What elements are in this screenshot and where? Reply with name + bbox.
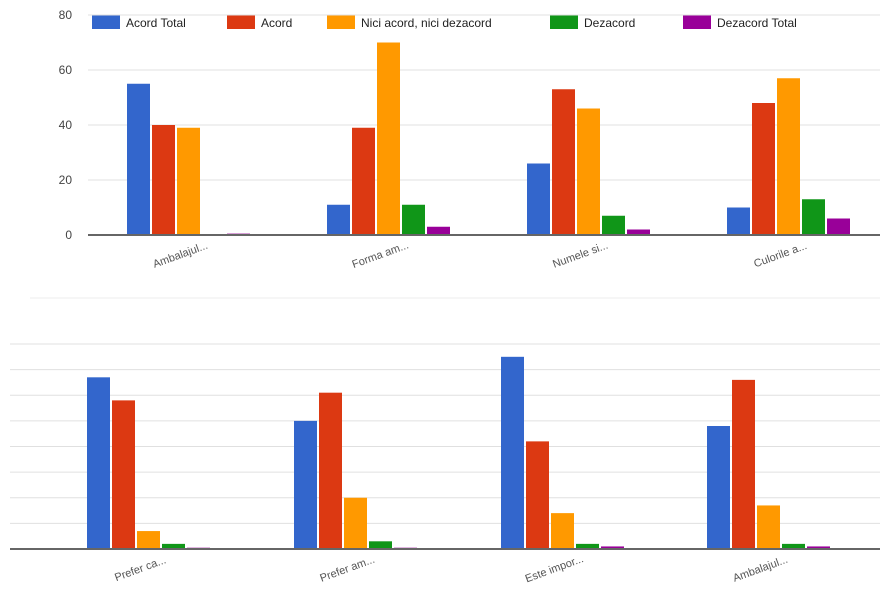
legend-swatch bbox=[327, 15, 355, 29]
legend-swatch bbox=[550, 15, 578, 29]
category-label: Ambalajul... bbox=[731, 554, 789, 585]
y-tick-label: 20 bbox=[59, 173, 73, 187]
bar bbox=[757, 505, 780, 549]
y-tick-label: 40 bbox=[59, 118, 73, 132]
legend-swatch bbox=[227, 15, 255, 29]
category-label: Ambalajul... bbox=[151, 240, 209, 271]
y-tick-label: 80 bbox=[59, 8, 73, 22]
bar bbox=[527, 163, 550, 235]
bar bbox=[294, 420, 317, 549]
bar bbox=[369, 541, 392, 549]
legend-swatch bbox=[92, 15, 120, 29]
category-label: Forma am... bbox=[351, 239, 411, 271]
bar bbox=[601, 546, 624, 549]
bar bbox=[602, 215, 625, 235]
y-tick-label: 60 bbox=[59, 63, 73, 77]
bar bbox=[137, 531, 160, 549]
category-label: Numele si... bbox=[551, 240, 610, 271]
bar bbox=[777, 78, 800, 235]
y-tick-label: 0 bbox=[65, 228, 72, 242]
legend-label: Nici acord, nici dezacord bbox=[361, 16, 492, 30]
bar bbox=[807, 546, 830, 549]
bar bbox=[152, 125, 175, 235]
legend-swatch bbox=[683, 15, 711, 29]
bar bbox=[402, 204, 425, 235]
legend-label: Dezacord Total bbox=[717, 16, 797, 30]
bar bbox=[352, 127, 375, 235]
category-label: Prefer ca... bbox=[113, 554, 168, 584]
bar bbox=[707, 426, 730, 549]
bar bbox=[627, 229, 650, 235]
bar bbox=[344, 497, 367, 549]
category-label: Este impor... bbox=[524, 553, 586, 585]
bar bbox=[551, 513, 574, 549]
legend-label: Acord bbox=[261, 16, 292, 30]
bar bbox=[752, 103, 775, 235]
bar bbox=[782, 543, 805, 549]
bar bbox=[577, 108, 600, 235]
legend-label: Acord Total bbox=[126, 16, 186, 30]
legend-label: Dezacord bbox=[584, 16, 635, 30]
bar bbox=[327, 204, 350, 235]
bar bbox=[177, 127, 200, 235]
bar bbox=[576, 543, 599, 549]
bar bbox=[802, 199, 825, 235]
bar bbox=[87, 377, 110, 549]
bar bbox=[732, 379, 755, 549]
bar bbox=[552, 89, 575, 235]
category-label: Culorile a... bbox=[752, 240, 808, 270]
bar bbox=[319, 392, 342, 549]
bar bbox=[501, 356, 524, 549]
category-label: Prefer am... bbox=[318, 554, 376, 585]
bar bbox=[112, 400, 135, 549]
bar bbox=[377, 42, 400, 235]
bar bbox=[727, 207, 750, 235]
bar bbox=[162, 543, 185, 549]
bar bbox=[427, 226, 450, 235]
bar bbox=[526, 441, 549, 549]
bar bbox=[827, 218, 850, 235]
bar bbox=[127, 83, 150, 235]
